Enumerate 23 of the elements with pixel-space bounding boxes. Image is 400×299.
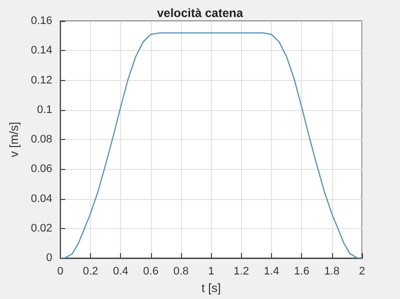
y-tick-label: 0.04 xyxy=(30,192,52,205)
x-tick-label: 0.2 xyxy=(82,266,98,278)
y-axis-title: v [m/s] xyxy=(7,122,21,158)
x-tick-label: 0.4 xyxy=(113,266,128,278)
y-tick-label: 0.1 xyxy=(37,104,52,116)
x-tick-label: 2 xyxy=(358,266,366,278)
y-tick-label: 0.06 xyxy=(30,163,52,176)
x-tick-label: 1.4 xyxy=(264,266,280,278)
chart-title: velocità catena xyxy=(156,6,244,20)
x-tick-label: 0.8 xyxy=(173,266,189,278)
x-tick-label: 1.2 xyxy=(234,266,249,278)
y-tick-label: 0.16 xyxy=(30,15,52,27)
x-tick-label: 1 xyxy=(208,266,214,278)
y-tick-label: 0.08 xyxy=(30,134,52,146)
y-tick-label: 0.12 xyxy=(30,74,52,86)
x-axis-title: t [s] xyxy=(201,281,221,295)
x-tick-label: 0 xyxy=(57,266,64,278)
x-tick-label: 1.8 xyxy=(324,266,340,278)
y-tick-label: 0.14 xyxy=(30,44,52,57)
x-tick-label: 0.6 xyxy=(143,266,158,278)
y-tick-label: 0 xyxy=(46,252,52,264)
y-tick-label: 0.02 xyxy=(30,222,52,234)
x-tick-label: 1.6 xyxy=(294,266,310,278)
